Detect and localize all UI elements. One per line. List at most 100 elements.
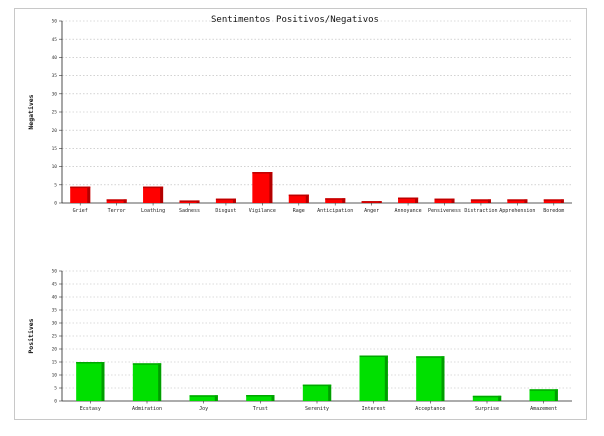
negatives-bar-top bbox=[215, 198, 236, 201]
negatives-ytick-label: 20 bbox=[52, 128, 58, 134]
negatives-ytick-label: 5 bbox=[54, 182, 57, 188]
negatives-bar bbox=[325, 198, 346, 203]
positives-ytick-label: 20 bbox=[52, 347, 58, 353]
positives-y-axis-label: Positives bbox=[27, 318, 35, 353]
positives-bar-side bbox=[271, 395, 275, 401]
negatives-category-label: Distraction bbox=[464, 208, 497, 214]
positives-bar-side bbox=[384, 355, 388, 401]
negatives-category-label: Grief bbox=[73, 208, 88, 214]
positives-bar-top bbox=[76, 362, 105, 364]
negatives-bar-top bbox=[325, 198, 346, 200]
negatives-bar-side bbox=[415, 197, 419, 203]
negatives-category-label: Rage bbox=[293, 208, 305, 214]
negatives-category-label: Loathing bbox=[141, 208, 165, 214]
positives-bar bbox=[132, 363, 162, 401]
positives-category-label: Interest bbox=[362, 406, 386, 412]
negatives-category-label: Disgust bbox=[215, 208, 236, 214]
negatives-bar bbox=[543, 199, 564, 203]
negatives-bar bbox=[215, 198, 236, 203]
negatives-bar-top bbox=[143, 186, 164, 189]
negatives-bar bbox=[70, 186, 91, 203]
positives-bar-side bbox=[554, 389, 558, 401]
positives-bar-side bbox=[328, 384, 332, 401]
negatives-bar-top bbox=[543, 199, 564, 201]
negatives-bar bbox=[106, 199, 127, 203]
positives-bar-side bbox=[158, 363, 162, 401]
negatives-bar bbox=[143, 186, 164, 203]
negatives-bar-top bbox=[398, 197, 419, 200]
positives-bar-side bbox=[101, 362, 105, 401]
negatives-y-axis-label: Negatives bbox=[27, 94, 35, 129]
positives-category-label: Trust bbox=[253, 406, 268, 412]
positives-ytick-label: 50 bbox=[52, 269, 58, 275]
positives-category-label: Serenity bbox=[305, 406, 329, 412]
negatives-bar-top bbox=[106, 199, 127, 201]
negatives-bar-side bbox=[305, 194, 309, 203]
negatives-bar-top bbox=[361, 201, 382, 203]
positives-bar-top bbox=[359, 355, 388, 357]
positives-category-label: Acceptance bbox=[415, 406, 445, 412]
positives-category-label: Amazement bbox=[530, 406, 557, 412]
positives-bar-top bbox=[189, 395, 218, 397]
positives-ytick-label: 10 bbox=[52, 373, 58, 379]
positives-bar-top bbox=[472, 395, 502, 398]
negatives-bar bbox=[434, 198, 455, 203]
negatives-category-label: Boredom bbox=[543, 208, 564, 214]
chart-canvas: Sentimentos Positivos/Negativos 0 5 10 15 20… bbox=[27, 15, 572, 412]
negatives-bar bbox=[507, 199, 528, 203]
chart-title: Sentimentos Positivos/Negativos bbox=[211, 15, 379, 25]
negatives-category-label: Annoyance bbox=[395, 208, 422, 214]
positives-ytick-label: 15 bbox=[52, 360, 58, 366]
positives-category-label: Joy bbox=[199, 406, 208, 412]
positives-bar-side bbox=[441, 356, 445, 401]
negatives-ytick-label: 10 bbox=[52, 164, 58, 170]
positives-bar-side bbox=[498, 395, 502, 401]
negatives-bar-top bbox=[434, 198, 455, 201]
negatives-bar-side bbox=[342, 198, 346, 203]
negatives-bar-side bbox=[451, 198, 455, 203]
negatives-bar bbox=[252, 172, 273, 203]
negatives-category-label: Apprehension bbox=[499, 208, 535, 214]
negatives-ytick-label: 45 bbox=[52, 37, 58, 43]
chart-frame: Sentimentos Positivos/Negativos 0 5 10 15 20… bbox=[14, 8, 587, 420]
negatives-bar-side bbox=[123, 199, 127, 203]
negatives-bar-top bbox=[507, 199, 528, 201]
positives-category-label: Surprise bbox=[475, 406, 499, 412]
positives-bar bbox=[472, 395, 502, 401]
negatives-ytick-label: 25 bbox=[52, 110, 58, 116]
positives-ytick-label: 40 bbox=[52, 295, 58, 301]
negatives-ytick-label: 50 bbox=[52, 19, 58, 25]
positives-ytick-label: 45 bbox=[52, 282, 58, 288]
negatives-ytick-label: 40 bbox=[52, 55, 58, 61]
negatives-bar-side bbox=[87, 186, 91, 203]
negatives-bar-side bbox=[524, 199, 528, 203]
positives-ytick-label: 35 bbox=[52, 308, 58, 314]
positives-category-label: Ecstasy bbox=[80, 406, 101, 412]
positives-bar bbox=[189, 395, 218, 401]
negatives-ytick-label: 30 bbox=[52, 91, 58, 97]
negatives-bar-top bbox=[70, 186, 91, 189]
negatives-bar-top bbox=[288, 194, 309, 197]
negatives-category-label: Vigilance bbox=[249, 208, 276, 214]
negatives-bar-side bbox=[232, 198, 236, 203]
negatives-bar-top bbox=[179, 200, 200, 202]
positives-bar bbox=[416, 356, 445, 401]
negatives-bar bbox=[470, 199, 491, 203]
negatives-category-label: Anticipation bbox=[317, 208, 353, 214]
positives-bar bbox=[359, 355, 388, 401]
positives-bar-top bbox=[416, 356, 445, 358]
negatives-category-label: Anger bbox=[364, 208, 379, 214]
negatives-bar-side bbox=[560, 199, 564, 203]
positives-bar bbox=[246, 395, 275, 401]
negatives-ytick-label: 15 bbox=[52, 146, 58, 152]
positives-bar-top bbox=[246, 395, 275, 397]
negatives-bar-side bbox=[487, 199, 491, 203]
positives-bar-side bbox=[214, 395, 218, 401]
negatives-bar bbox=[398, 197, 419, 203]
negatives-bar bbox=[288, 194, 309, 203]
negatives-ytick-label: 35 bbox=[52, 73, 58, 79]
positives-ytick-label: 30 bbox=[52, 321, 58, 327]
negatives-bar-side bbox=[160, 186, 164, 203]
negatives-bar-top bbox=[252, 172, 273, 174]
negatives-category-label: Terror bbox=[108, 208, 126, 214]
